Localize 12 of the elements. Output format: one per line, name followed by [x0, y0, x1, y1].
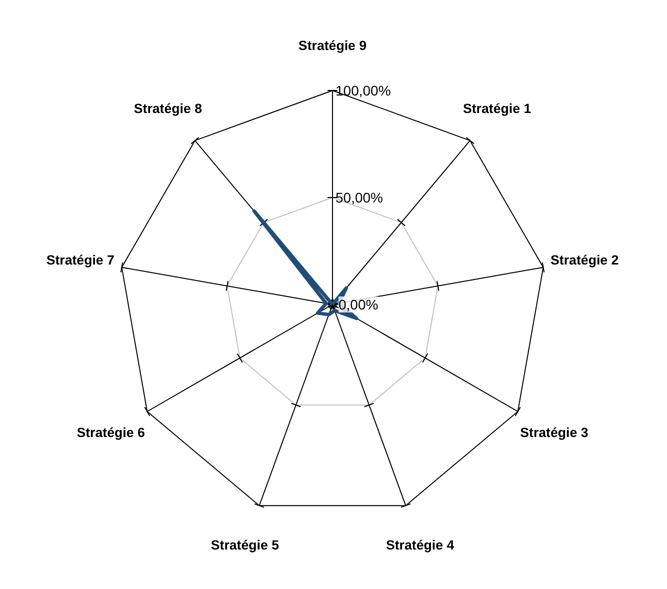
- spoke-label: Stratégie 5: [210, 538, 280, 553]
- spoke-label: Stratégie 4: [386, 538, 455, 553]
- spoke-label: Stratégie 1: [462, 100, 532, 116]
- spoke-label: Stratégie 8: [134, 100, 202, 116]
- spoke-label: Stratégie 2: [550, 252, 619, 268]
- y-tick-label: 100,00%: [336, 82, 391, 98]
- spoke-label: Stratégie 7: [46, 252, 114, 268]
- spoke-label: Stratégie 6: [76, 425, 145, 440]
- spoke-label: Stratégie 3: [520, 425, 588, 440]
- spoke-label: Stratégie 9: [298, 38, 367, 53]
- y-tick-label: 0,00%: [338, 296, 378, 312]
- y-tick-label: 50,00%: [336, 190, 383, 206]
